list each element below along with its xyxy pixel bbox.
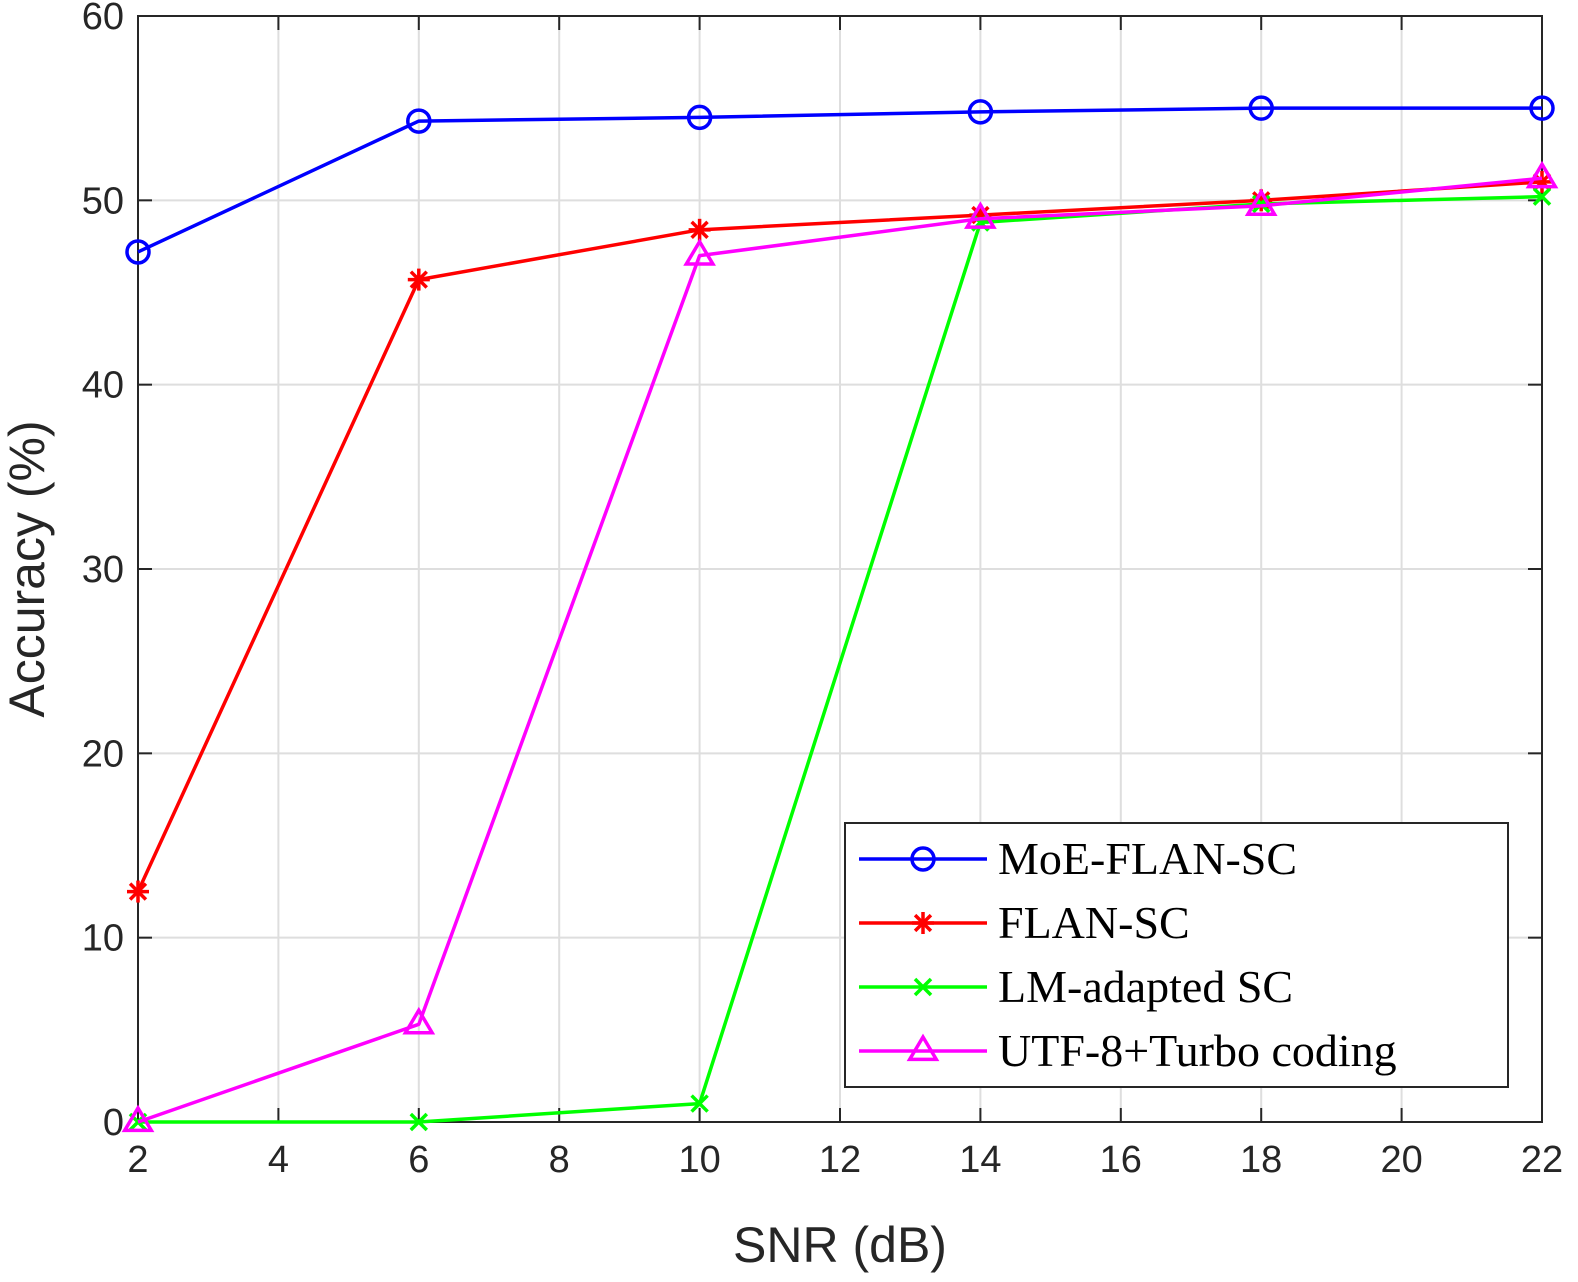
legend-label: MoE-FLAN-SC [998,833,1297,884]
legend-label: UTF-8+Turbo coding [998,1025,1397,1076]
x-tick-label: 6 [408,1139,429,1181]
data-point-moe-flan-sc [406,108,432,134]
legend-marker [912,912,934,934]
data-point-moe-flan-sc [1529,95,1555,121]
legend-marker [906,1033,940,1062]
y-axis-label: Accuracy (%) [0,420,55,717]
data-point-utf-8-turbo-coding [402,1006,436,1035]
legend-marker [910,846,936,872]
y-tick-label: 50 [82,180,124,222]
data-point-utf-8-turbo-coding [1244,188,1278,217]
data-point-moe-flan-sc [125,239,151,265]
data-point-utf-8-turbo-coding [683,238,716,266]
legend-label: LM-adapted SC [998,961,1293,1012]
data-point-lm-adapted-sc [1532,187,1552,206]
data-point-flan-sc [688,218,711,241]
x-tick-label: 14 [959,1139,1001,1181]
series-moe-flan-sc [125,95,1555,265]
legend-item-moe-flan-sc: MoE-FLAN-SC [859,833,1297,884]
series-line-utf-8-turbo-coding [137,176,1543,1124]
y-tick-label: 20 [82,733,124,775]
data-point-flan-sc [127,880,149,903]
x-tick-label: 16 [1100,1139,1142,1181]
series-utf-8-turbo-coding [121,160,1559,1133]
legend-box [844,822,1509,1088]
x-tick-label: 22 [1521,1139,1563,1181]
data-point-utf-8-turbo-coding [121,1104,155,1133]
y-tick-label: 30 [82,549,124,591]
x-tick-label: 8 [549,1139,570,1181]
data-point-moe-flan-sc [686,104,713,131]
data-point-utf-8-turbo-coding [964,201,997,229]
x-axis-label: SNR (dB) [733,1217,947,1273]
y-tick-label: 0 [103,1102,124,1144]
legend-item-utf-8-turbo-coding: UTF-8+Turbo coding [859,1025,1397,1076]
series-line-moe-flan-sc [137,106,1542,254]
data-point-lm-adapted-sc [690,1094,709,1113]
x-tick-label: 20 [1380,1139,1422,1181]
series-line-flan-sc [136,180,1543,893]
y-tick-label: 60 [82,0,124,38]
data-point-utf-8-turbo-coding [1525,160,1559,189]
data-point-flan-sc [407,268,430,291]
y-tick-label: 10 [82,918,124,960]
legend-marker [913,977,933,997]
legend-item-flan-sc: FLAN-SC [859,897,1190,948]
y-tick-label: 40 [82,365,124,407]
data-point-moe-flan-sc [967,99,994,125]
x-tick-label: 10 [678,1139,720,1181]
data-point-moe-flan-sc [1248,95,1274,121]
x-tick-label: 18 [1240,1139,1282,1181]
x-tick-label: 4 [268,1139,289,1181]
legend-item-lm-adapted-sc: LM-adapted SC [859,961,1293,1012]
series-group [121,95,1559,1133]
data-point-lm-adapted-sc [409,1112,429,1132]
x-tick-label: 2 [127,1139,148,1181]
legend-label: FLAN-SC [998,897,1190,948]
x-tick-label: 12 [819,1139,861,1181]
legend: MoE-FLAN-SC FLAN-SC LM-adapted SC UTF-8+Tur… [844,822,1509,1088]
